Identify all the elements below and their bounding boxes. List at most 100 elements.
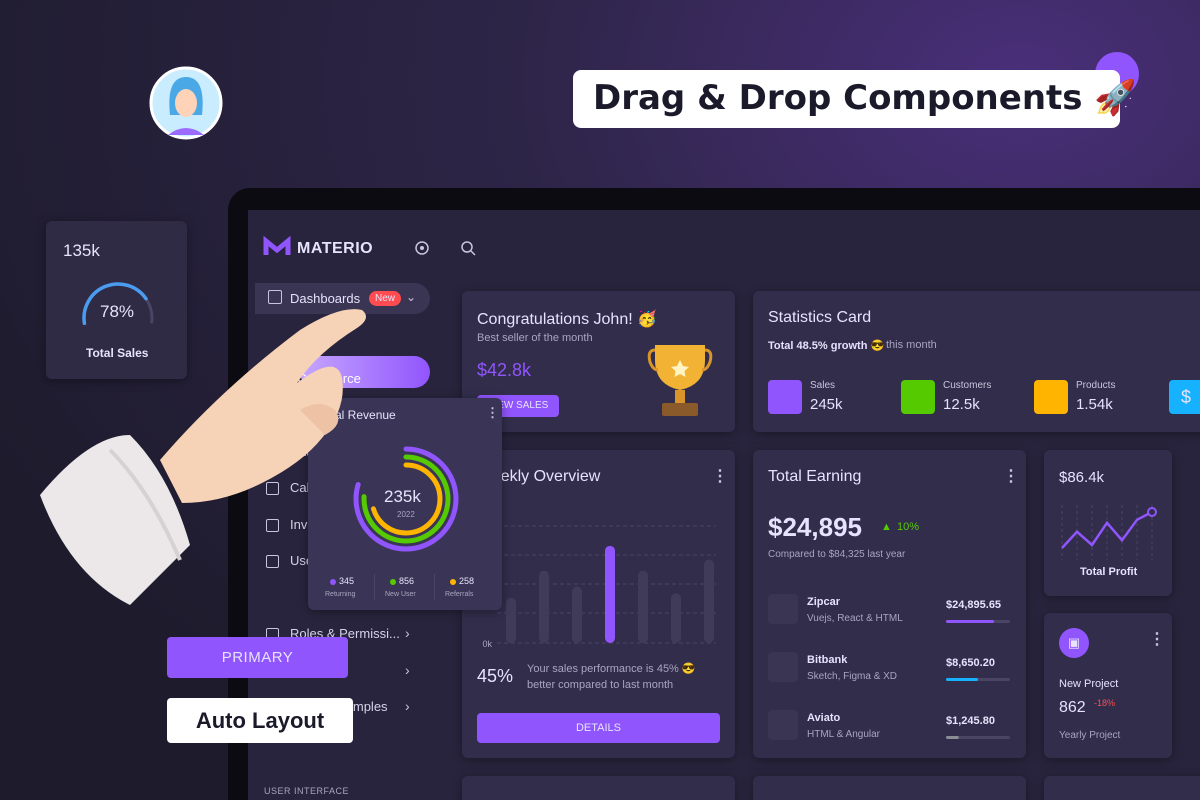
home-icon bbox=[268, 290, 282, 304]
card-partial bbox=[462, 776, 735, 800]
banner bbox=[573, 70, 1120, 128]
menu-dots[interactable]: ⋮ bbox=[1149, 631, 1165, 648]
card-title: Congratulations John! 🥳 bbox=[477, 311, 658, 328]
stat-value: 245k bbox=[810, 396, 843, 413]
legend-label: Referrals bbox=[445, 591, 474, 598]
card-partial bbox=[1044, 776, 1200, 800]
bar bbox=[506, 597, 516, 643]
nav-icon bbox=[266, 482, 279, 495]
progress-bar bbox=[946, 620, 994, 623]
card-partial bbox=[753, 776, 1026, 800]
earning-icon bbox=[768, 652, 798, 682]
stat-value: 12.5k bbox=[943, 396, 980, 413]
ring bbox=[369, 462, 443, 536]
section-title: USER INTERFACE bbox=[264, 786, 350, 796]
stat-icon bbox=[768, 380, 802, 414]
earning-compare: Compared to $84,325 last year bbox=[768, 549, 906, 560]
profit-label: Total Profit bbox=[1080, 566, 1138, 578]
earning-name: Aviato bbox=[807, 712, 841, 724]
earning-sub: Vuejs, React & HTML bbox=[807, 613, 903, 624]
card-subtitle: Best seller of the month bbox=[477, 332, 593, 344]
amount: $42.8k bbox=[477, 360, 532, 380]
nav-label: Dashboards bbox=[290, 291, 361, 306]
search-icon bbox=[461, 241, 473, 253]
progress-bar bbox=[946, 678, 978, 681]
sales-label: Total Sales bbox=[86, 346, 149, 360]
brand-name: MATERIO bbox=[297, 240, 374, 257]
stat-value: 1.54k bbox=[1076, 396, 1113, 413]
ring bbox=[361, 454, 451, 544]
earning-name: Bitbank bbox=[807, 654, 848, 666]
card-title: Weekly Overview bbox=[477, 468, 601, 485]
weekly-text: Your sales performance is 45% 😎 better c… bbox=[527, 663, 696, 691]
radio-icon-dot bbox=[420, 246, 424, 250]
earning-amount: $24,895 bbox=[768, 512, 862, 542]
brand-logo bbox=[263, 235, 291, 255]
earning-change-arrow: ▲ bbox=[881, 521, 892, 533]
legend-divider bbox=[374, 574, 375, 600]
banner-title: Drag & Drop Components 🚀 bbox=[593, 78, 1137, 118]
total-sales-card bbox=[46, 221, 187, 379]
stat-label: Sales bbox=[810, 380, 836, 391]
avatar-face bbox=[175, 89, 197, 117]
progress-bar bbox=[946, 736, 959, 739]
sleeve bbox=[40, 435, 190, 605]
trophy-stem bbox=[675, 390, 685, 404]
legend-dot bbox=[450, 579, 456, 585]
auto-layout-button[interactable]: Auto Layout bbox=[167, 698, 353, 743]
card-title: Total Earning bbox=[768, 468, 862, 485]
bar bbox=[539, 570, 549, 643]
earning-icon bbox=[768, 594, 798, 624]
project-icon: ▣ bbox=[1059, 628, 1089, 658]
revenue-value: 235k bbox=[384, 487, 421, 506]
details-button[interactable]: DETAILS bbox=[477, 713, 720, 743]
statistics-card bbox=[753, 291, 1200, 432]
project-change: -18% bbox=[1094, 698, 1116, 708]
end-point bbox=[1147, 507, 1157, 517]
ring bbox=[353, 446, 459, 552]
bar bbox=[638, 570, 648, 643]
menu-dots[interactable]: ⋮ bbox=[1003, 468, 1019, 485]
trophy-handles bbox=[647, 348, 713, 372]
legend-value: 856 bbox=[399, 576, 415, 586]
bar bbox=[704, 559, 714, 643]
primary-button[interactable]: PRIMARY bbox=[167, 637, 348, 678]
trophy-base bbox=[662, 403, 698, 416]
legend-dot bbox=[390, 579, 396, 585]
earning-sub: HTML & Angular bbox=[807, 729, 880, 740]
progress-track bbox=[946, 736, 1010, 739]
menu-dots[interactable]: ⋮ bbox=[486, 405, 499, 420]
growth: Total 48.5% growth 😎 bbox=[768, 340, 885, 352]
chevron: › bbox=[405, 698, 410, 714]
revenue-card bbox=[308, 398, 502, 610]
bar bbox=[605, 545, 615, 643]
earning-amount: $1,245.80 bbox=[946, 715, 995, 727]
sales-value: 135k bbox=[63, 241, 100, 260]
nav-icon bbox=[266, 519, 279, 532]
legend-value: 345 bbox=[339, 576, 355, 586]
chevron: › bbox=[405, 662, 410, 678]
legend-divider bbox=[434, 574, 435, 600]
nav-icon bbox=[266, 555, 279, 568]
legend-value: 258 bbox=[459, 576, 475, 586]
legend-label: New User bbox=[385, 591, 416, 598]
profit-value: $86.4k bbox=[1059, 469, 1105, 486]
earning-sub: Sketch, Figma & XD bbox=[807, 671, 898, 682]
bar bbox=[671, 593, 681, 643]
menu-dots[interactable]: ⋮ bbox=[712, 468, 728, 485]
earning-amount: $8,650.20 bbox=[946, 657, 995, 669]
hand bbox=[160, 309, 366, 503]
earning-amount: $24,895.65 bbox=[946, 599, 1002, 611]
stat-icon: $ bbox=[1169, 380, 1200, 414]
sleeve-fold bbox=[108, 448, 182, 561]
avatar-body bbox=[168, 128, 204, 135]
line bbox=[1061, 510, 1153, 549]
badge: New bbox=[369, 291, 402, 306]
